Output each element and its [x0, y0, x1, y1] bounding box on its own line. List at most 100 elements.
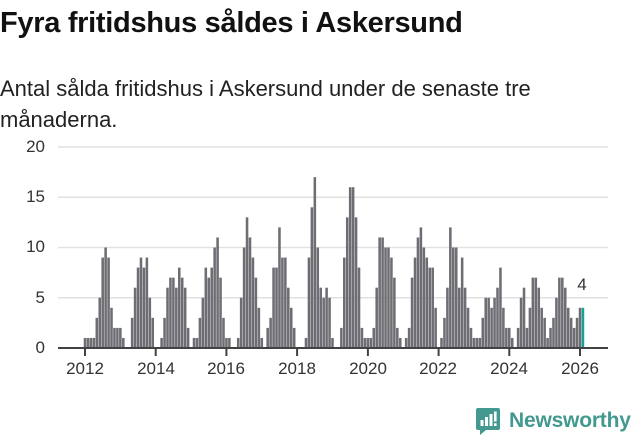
- bar: [348, 187, 352, 348]
- bar: [407, 327, 411, 348]
- bar: [328, 297, 331, 348]
- x-tick-label: 2016: [207, 359, 245, 378]
- bar: [369, 337, 373, 348]
- bar: [422, 247, 426, 348]
- newsworthy-logo-link[interactable]: Newsworthy: [475, 406, 631, 436]
- bar: [516, 327, 520, 348]
- bar: [195, 337, 199, 348]
- newsworthy-chart-bubble-icon: [476, 408, 500, 435]
- bar: [89, 337, 93, 348]
- bar: [575, 317, 579, 348]
- bar: [251, 257, 255, 348]
- bar: [413, 257, 417, 348]
- bar: [569, 317, 573, 348]
- bar: [446, 287, 449, 348]
- bar: [543, 317, 546, 348]
- bar: [213, 247, 216, 348]
- bar: [287, 287, 290, 348]
- bar: [366, 337, 370, 348]
- bar: [266, 327, 269, 348]
- y-tick-label: 0: [35, 338, 45, 357]
- bar: [216, 237, 219, 348]
- bar: [278, 227, 281, 348]
- bar: [431, 267, 434, 348]
- bar: [113, 327, 116, 348]
- bar: [537, 287, 541, 348]
- bar: [98, 297, 102, 348]
- bar: [169, 277, 172, 348]
- bar: [381, 237, 384, 348]
- bar: [555, 297, 558, 348]
- bar: [387, 247, 390, 348]
- bar: [410, 277, 414, 348]
- bar: [119, 327, 122, 348]
- bar: [434, 307, 437, 348]
- bar: [307, 257, 311, 348]
- bar: [92, 337, 96, 348]
- bar: [186, 327, 190, 348]
- bar: [457, 287, 461, 348]
- bar: [463, 287, 467, 348]
- bar: [472, 337, 476, 348]
- bar: [183, 287, 187, 348]
- bar: [242, 247, 246, 348]
- bar: [487, 297, 490, 348]
- bar: [281, 257, 284, 348]
- bar: [139, 257, 143, 348]
- chart-subtitle: Antal sålda fritidshus i Askersund under…: [0, 76, 531, 132]
- bar: [525, 327, 529, 348]
- bar: [563, 287, 567, 348]
- bar: [481, 317, 485, 348]
- bar: [404, 337, 408, 348]
- bar: [490, 307, 493, 348]
- bar: [510, 337, 514, 348]
- bar: [180, 277, 184, 348]
- bar: [508, 327, 511, 348]
- bar: [201, 297, 205, 348]
- bar: [540, 307, 543, 348]
- bar: [133, 287, 137, 348]
- bar: [86, 337, 90, 348]
- bar: [95, 317, 99, 348]
- bar: [454, 247, 458, 348]
- bar: [466, 307, 470, 348]
- bar: [83, 337, 87, 348]
- bar: [260, 337, 264, 348]
- bar: [502, 307, 505, 348]
- bar: [248, 237, 252, 348]
- bar: [469, 327, 473, 348]
- bar: [163, 317, 166, 348]
- bar: [319, 287, 322, 348]
- bar: [228, 337, 231, 348]
- bar: [519, 297, 523, 348]
- bar: [475, 337, 479, 348]
- bar: [484, 297, 487, 348]
- bar: [316, 247, 320, 348]
- bar: [452, 247, 455, 348]
- bar: [325, 287, 328, 348]
- bar: [225, 337, 228, 348]
- bar: [148, 297, 152, 348]
- bar: [384, 247, 387, 348]
- bar: [101, 257, 104, 348]
- bar: [578, 307, 582, 348]
- x-tick-label: 2026: [561, 359, 599, 378]
- bar: [360, 327, 364, 348]
- bar: [192, 337, 196, 348]
- bar: [345, 217, 349, 348]
- bar: [425, 257, 429, 348]
- bar: [534, 277, 538, 348]
- bar: [531, 277, 535, 348]
- latest-value-annotation: 4: [577, 275, 587, 294]
- x-tick-label: 2012: [66, 359, 104, 378]
- x-tick-label: 2020: [349, 359, 387, 378]
- bar: [198, 317, 202, 348]
- bar: [284, 257, 287, 348]
- bar: [372, 327, 376, 348]
- bar: [496, 287, 499, 348]
- bar: [110, 307, 113, 348]
- bar: [239, 297, 243, 348]
- bar: [460, 257, 464, 348]
- bar: [443, 317, 446, 348]
